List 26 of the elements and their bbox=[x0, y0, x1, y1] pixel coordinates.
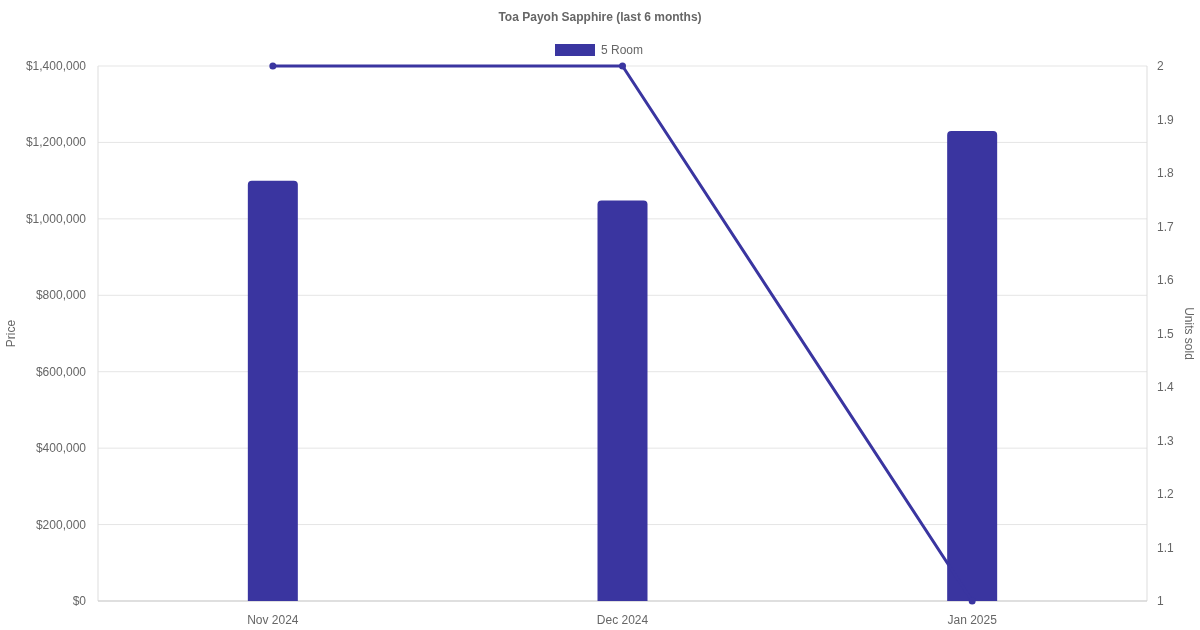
y2-tick-label: 1 bbox=[1157, 594, 1164, 608]
y2-tick-label: 1.1 bbox=[1157, 540, 1175, 555]
legend-label: 5 Room bbox=[601, 43, 644, 57]
y-tick-label: $400,000 bbox=[35, 441, 87, 456]
y2-tick-label: 1.5 bbox=[1157, 326, 1175, 341]
x-tick-label: Jan 2025 bbox=[947, 613, 998, 627]
x-tick-label: Dec 2024 bbox=[596, 613, 649, 627]
y2-tick-label: 1.3 bbox=[1157, 433, 1175, 448]
y-tick-label: $800,000 bbox=[35, 288, 87, 303]
y2-tick-label: 1.9 bbox=[1157, 112, 1175, 127]
y-tick-label: $1,200,000 bbox=[25, 135, 87, 150]
y2-tick-label: 1.7 bbox=[1157, 219, 1175, 234]
y-axis-title: Price bbox=[4, 319, 18, 348]
y2-tick-label: 1.2 bbox=[1157, 487, 1175, 501]
y2-axis-title: Units sold bbox=[1182, 307, 1196, 360]
y-tick-label: $1,400,000 bbox=[25, 59, 87, 73]
chart-title: Toa Payoh Sapphire (last 6 months) bbox=[498, 10, 702, 24]
y-tick-label: $600,000 bbox=[35, 364, 87, 379]
y2-tick-label: 1.6 bbox=[1157, 273, 1175, 287]
y-tick-label: $200,000 bbox=[35, 517, 87, 532]
y2-tick-label: 1.8 bbox=[1157, 166, 1175, 180]
y-tick-label: $0 bbox=[72, 594, 87, 608]
y-tick-label: $1,000,000 bbox=[25, 211, 87, 226]
x-tick-label: Nov 2024 bbox=[247, 613, 299, 627]
y2-tick-label: 1.4 bbox=[1157, 380, 1175, 394]
y2-tick-label: 2 bbox=[1157, 59, 1164, 73]
